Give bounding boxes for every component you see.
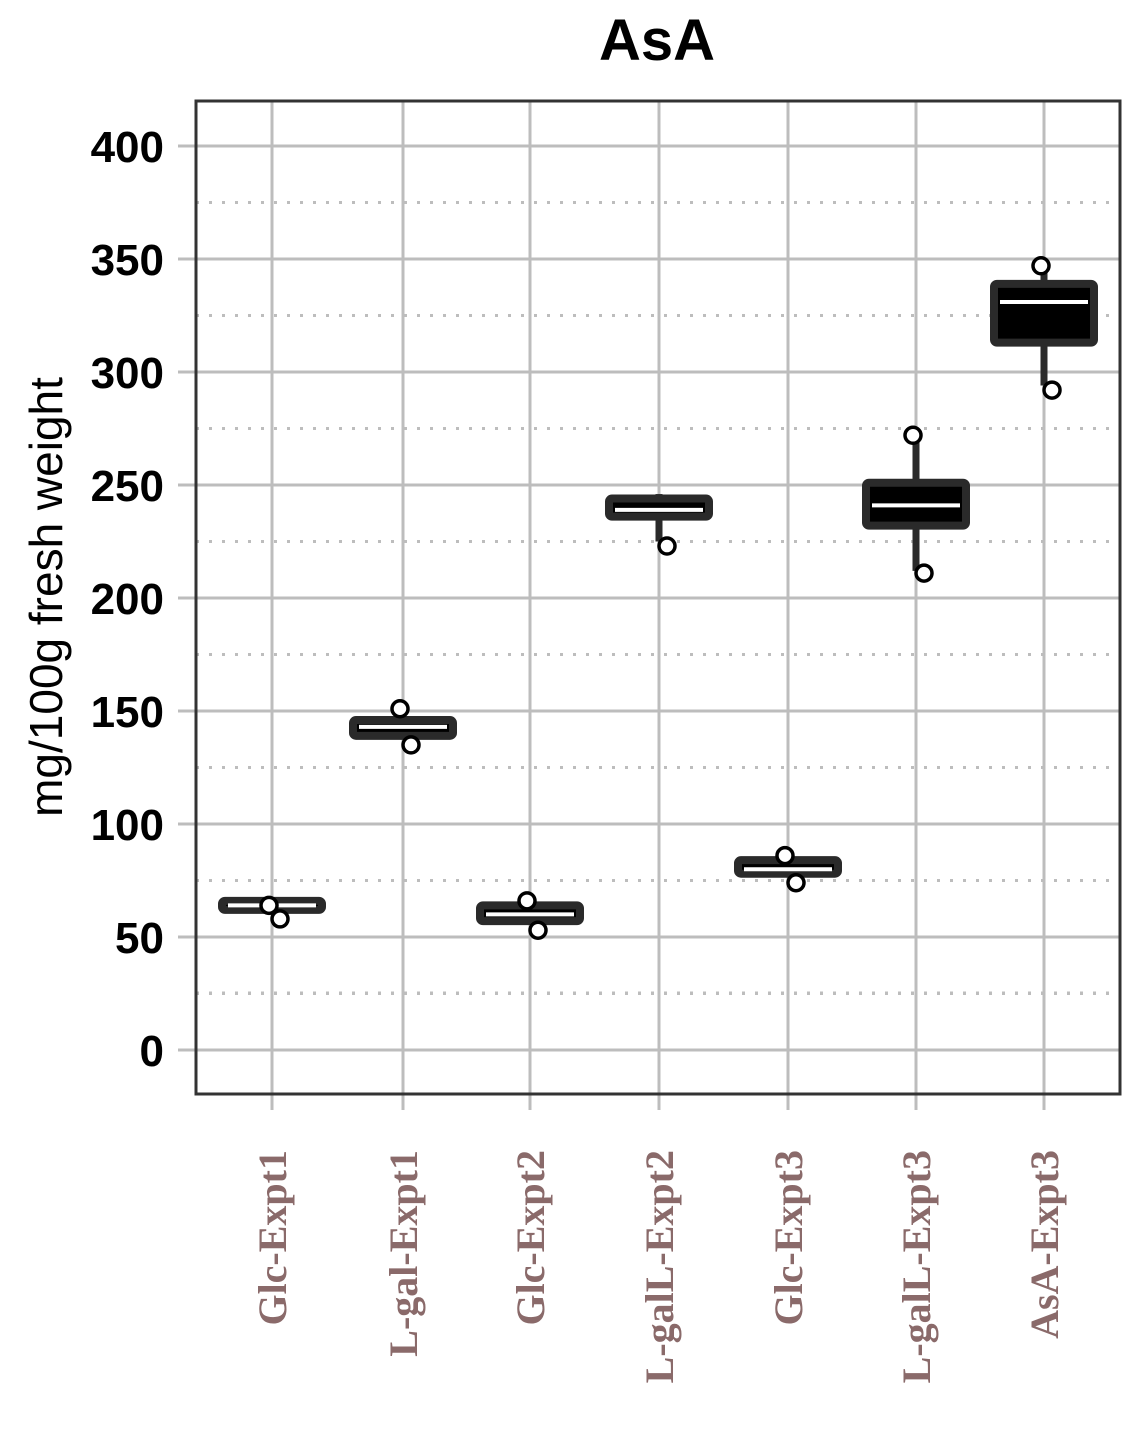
outlier-point [390,698,410,719]
x-tick-label: Glc-Expt3 [766,1150,811,1326]
box-Glc-Expt1 [218,895,326,929]
x-tick-label: L-gal-Expt1 [381,1150,426,1357]
outlier-point [517,891,537,911]
box-L-galL-Expt2 [605,494,713,556]
outlier-point [657,536,677,556]
outlier-point [259,895,279,916]
outlier-point [270,909,290,929]
y-tick-label: 250 [91,462,164,511]
outlier-point [775,845,795,866]
box-L-gal-Expt1 [349,698,457,755]
box-series [218,256,1098,940]
plot-panel-border [194,99,1122,1096]
grid-lines [196,101,1120,1094]
box-AsA-Expt3 [990,256,1098,400]
outlier-point [401,735,421,755]
box-Glc-Expt3 [734,845,842,893]
x-tick-labels: Glc-Expt1 L-gal-Expt1 Glc-Expt2 L-galL-Expt… [250,1094,1067,1383]
box-Glc-Expt2 [476,891,584,940]
outlier-point [914,563,934,583]
x-tick-label: Glc-Expt1 [250,1150,295,1326]
y-tick-label: 400 [91,123,164,172]
outlier-point [528,920,548,940]
y-tick-label: 300 [91,349,164,398]
y-tick-label: 350 [91,236,164,285]
chart-title: AsA [599,8,715,73]
y-tick-label: 100 [91,801,164,850]
outlier-point [786,873,806,893]
box-body [605,494,713,521]
x-tick-label: Glc-Expt2 [508,1150,553,1326]
y-tick-labels: 0 50 100 150 200 250 300 350 400 [91,123,196,1076]
y-tick-label: 200 [91,575,164,624]
y-tick-label: 50 [115,914,164,963]
y-axis-label: mg/100g fresh weight [20,377,72,817]
box-body [990,279,1098,347]
outlier-point [1031,256,1051,276]
outlier-point [1042,380,1062,400]
x-tick-label: AsA-Expt3 [1022,1150,1067,1339]
box-L-galL-Expt3 [862,425,970,583]
y-tick-label: 0 [140,1027,164,1076]
x-tick-label: L-galL-Expt3 [894,1150,939,1383]
y-tick-label: 150 [91,688,164,737]
outlier-point [903,425,923,446]
x-tick-label: L-galL-Expt2 [637,1150,682,1383]
